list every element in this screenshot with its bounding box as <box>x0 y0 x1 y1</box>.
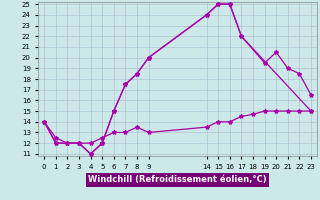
X-axis label: Windchill (Refroidissement éolien,°C): Windchill (Refroidissement éolien,°C) <box>88 175 267 184</box>
